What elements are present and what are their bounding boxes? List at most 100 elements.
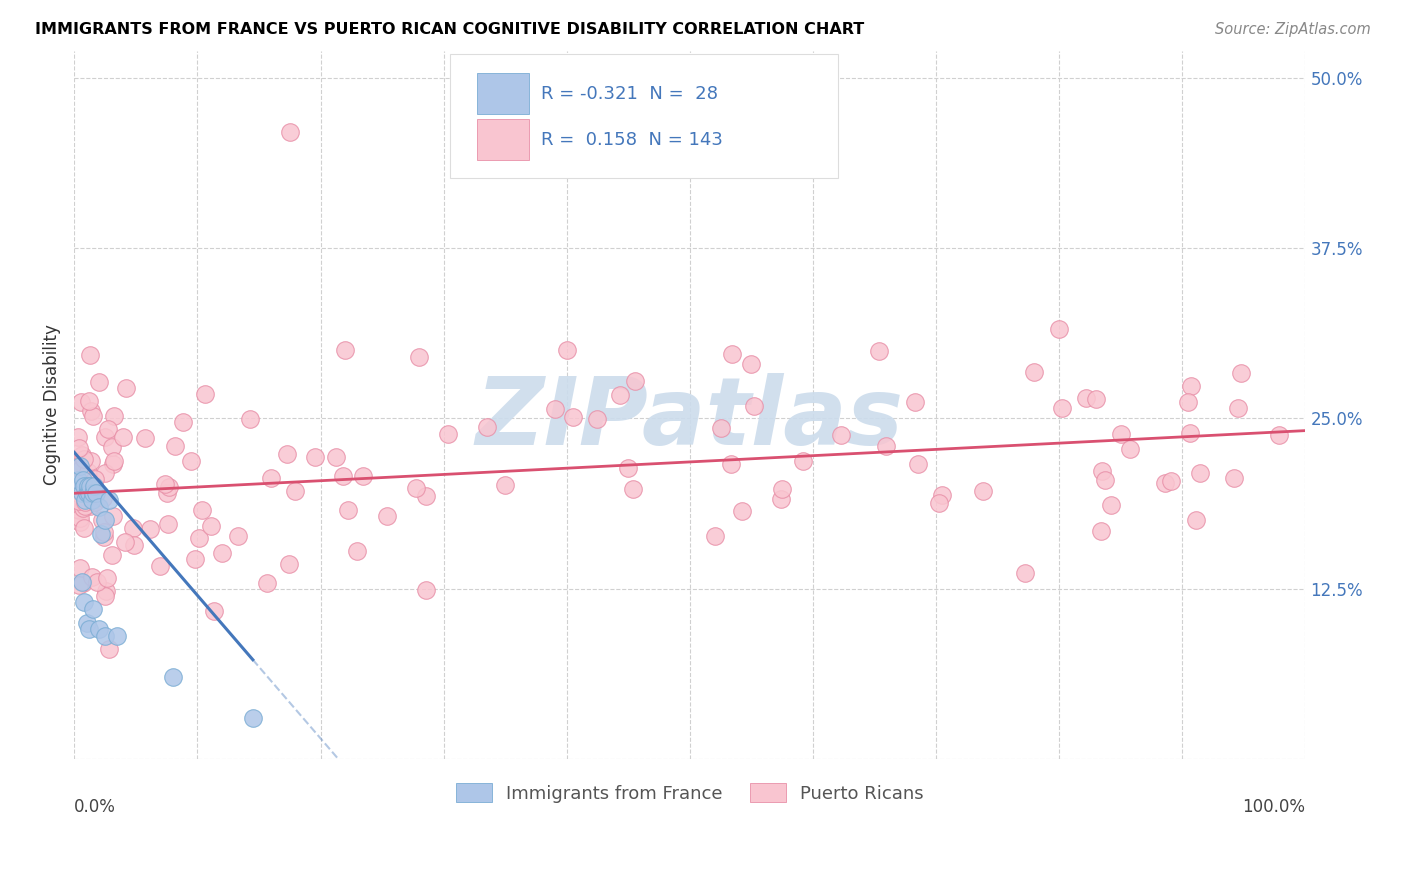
Point [544,401,567,416]
Point [103,454,125,468]
Point [84,494,107,508]
Point [624,374,647,388]
Point [79,500,101,514]
Point [346,544,368,558]
Point [278,125,301,139]
Point [740,357,762,371]
Point [770,482,793,496]
Point [87,500,110,514]
Point [69,561,91,575]
Point [149,558,172,573]
Point [928,496,950,510]
Point [190,503,212,517]
Point [276,447,298,461]
Point [66,473,89,487]
Point [82,409,104,423]
Point [1227,401,1250,415]
Point [72,473,94,487]
Point [86,486,108,500]
Point [75,493,97,508]
Point [703,528,725,542]
Point [278,558,301,572]
Point [720,347,742,361]
Point [415,583,437,598]
Point [80,493,103,508]
Point [94,583,117,598]
Point [115,381,138,395]
Point [1118,442,1140,457]
Point [94,513,117,527]
Point [77,393,100,408]
Point [157,516,180,531]
Point [180,454,202,468]
Point [188,531,211,545]
Point [1160,474,1182,488]
Point [69,578,91,592]
Point [1014,566,1036,581]
Point [80,570,103,584]
Point [1099,498,1122,512]
Point [69,458,91,473]
Y-axis label: Cognitive Disability: Cognitive Disability [44,325,60,485]
Point [226,528,249,542]
Point [1185,512,1208,526]
Point [91,513,114,527]
Point [70,448,93,462]
Point [75,488,97,502]
Point [742,399,765,413]
Legend: Immigrants from France, Puerto Ricans: Immigrants from France, Puerto Ricans [449,776,931,810]
Point [211,546,233,560]
Point [709,421,731,435]
Point [75,495,97,509]
Point [122,521,145,535]
Point [98,642,121,657]
Point [111,430,134,444]
Point [70,395,93,409]
Point [107,629,129,643]
Point [101,549,124,563]
Point [93,530,115,544]
Point [408,350,430,364]
Point [332,469,354,483]
Point [1109,426,1132,441]
Point [202,604,225,618]
Point [87,375,110,389]
Point [194,386,217,401]
Text: ZIPatlas: ZIPatlas [475,373,904,465]
Point [97,422,120,436]
Point [731,504,754,518]
FancyBboxPatch shape [477,72,529,114]
Point [1230,367,1253,381]
Point [1091,464,1114,478]
Point [122,538,145,552]
Point [76,615,98,630]
Point [79,453,101,467]
Point [83,472,105,486]
Point [907,457,929,471]
Point [69,491,91,506]
Point [1047,322,1070,336]
Point [1178,426,1201,441]
Point [494,478,516,492]
Text: R = -0.321  N =  28: R = -0.321 N = 28 [541,85,718,103]
Point [1268,428,1291,442]
Point [79,347,101,361]
Point [69,511,91,525]
FancyBboxPatch shape [477,119,529,161]
Point [904,395,927,409]
Point [621,482,644,496]
Point [457,125,479,139]
Point [73,499,96,513]
Point [114,534,136,549]
Point [1094,473,1116,487]
Point [101,440,124,454]
Point [80,404,103,418]
Point [94,629,117,643]
Point [76,479,98,493]
Point [162,670,184,684]
Point [375,509,398,524]
Point [1085,392,1108,406]
Point [67,494,90,508]
Point [239,412,262,426]
Point [72,500,94,515]
